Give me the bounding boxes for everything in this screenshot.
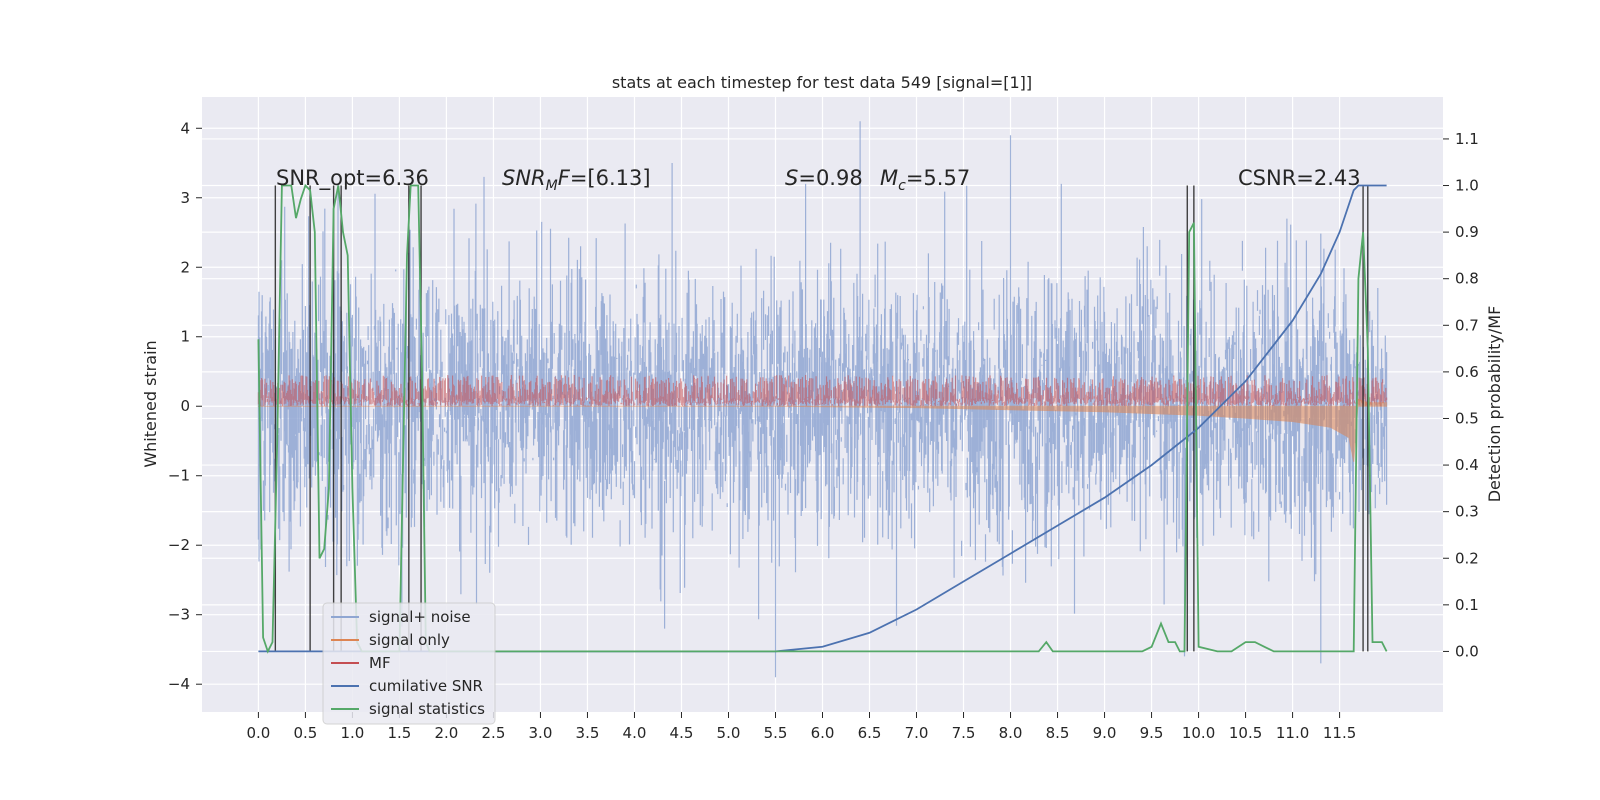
legend[interactable]: signal+ noise signal only MF cumilative SNR… <box>322 602 496 725</box>
y-left-tick-label: 4 <box>180 119 190 137</box>
x-tick-label: 10.0 <box>1182 724 1215 742</box>
detection-markers <box>274 185 1369 652</box>
x-tick-label: 7.0 <box>905 724 929 742</box>
y-right-tick-label: 0.7 <box>1455 316 1479 334</box>
annotation-s: S=0.98 <box>785 166 863 190</box>
x-tick-label: 6.5 <box>858 724 882 742</box>
x-tick-label: 9.5 <box>1140 724 1164 742</box>
x-tick-label: 2.0 <box>435 724 459 742</box>
y-left-tick-label: −3 <box>168 606 190 624</box>
x-tick-label: 11.0 <box>1276 724 1309 742</box>
mf-series <box>257 375 1388 407</box>
x-tick-label: 10.5 <box>1229 724 1262 742</box>
y-right-tick-label: 0.4 <box>1455 456 1479 474</box>
x-tick-label: 6.0 <box>811 724 835 742</box>
signal-only-trace <box>257 398 1388 462</box>
y-left-tick-label: 3 <box>180 189 190 207</box>
x-ticks: 0.0 0.5 1.0 1.5 2.0 2.5 3.0 3.5 4.0 4.5 5.0 5.5 6.0 6… <box>246 712 1356 742</box>
y-right-tick-label: 0.9 <box>1455 223 1479 241</box>
y-right-tick-label: 0.6 <box>1455 363 1479 381</box>
x-tick-label: 4.5 <box>670 724 694 742</box>
y-left-tick-label: −1 <box>168 467 190 485</box>
y-right-tick-label: 1.0 <box>1455 177 1479 195</box>
cumulative-snr-line <box>258 184 1387 653</box>
y-left-tick-label: 2 <box>180 258 190 276</box>
legend-box <box>322 602 496 725</box>
x-tick-label: 3.5 <box>576 724 600 742</box>
y-left-tick-label: −4 <box>168 675 190 693</box>
x-tick-label: 11.5 <box>1323 724 1356 742</box>
y-right-label: Detection probability/MF <box>1485 306 1504 503</box>
x-tick-label: 3.0 <box>529 724 553 742</box>
y-right-tick-label: 0.3 <box>1455 503 1479 521</box>
legend-label: MF <box>369 654 391 672</box>
x-tick-label: 1.0 <box>340 724 364 742</box>
x-tick-label: 2.5 <box>482 724 506 742</box>
y-left-ticks: 4 3 2 1 0 −1 −2 −3 −4 <box>168 119 202 693</box>
y-right-tick-label: 1.1 <box>1455 130 1479 148</box>
y-right-tick-label: 0.8 <box>1455 270 1479 288</box>
legend-label: cumilative SNR <box>369 677 483 695</box>
chart-title: stats at each timestep for test data 549… <box>612 73 1032 92</box>
y-right-tick-label: 0.0 <box>1455 642 1479 660</box>
y-left-tick-label: −2 <box>168 536 190 554</box>
x-tick-label: 0.0 <box>246 724 270 742</box>
annotation-csnr: CSNR=2.43 <box>1238 166 1361 190</box>
legend-label: signal only <box>369 631 450 649</box>
y-right-tick-label: 0.5 <box>1455 409 1479 427</box>
y-left-tick-label: 0 <box>180 397 190 415</box>
x-tick-label: 9.0 <box>1093 724 1117 742</box>
x-tick-label: 4.0 <box>623 724 647 742</box>
x-tick-label: 5.5 <box>764 724 788 742</box>
annotation-snr-mf: SNRMF=[6.13] <box>502 166 651 194</box>
y-left-tick-label: 1 <box>180 328 190 346</box>
legend-label: signal statistics <box>369 700 485 718</box>
x-tick-label: 8.0 <box>999 724 1023 742</box>
x-tick-label: 5.0 <box>717 724 741 742</box>
x-tick-label: 8.5 <box>1046 724 1070 742</box>
x-tick-label: 0.5 <box>293 724 317 742</box>
annotation-mc: Mc=5.57 <box>880 166 970 194</box>
y-right-tick-label: 0.1 <box>1455 596 1479 614</box>
y-right-ticks: 1.1 1.0 0.9 0.8 0.7 0.6 0.5 0.4 0.3 0.2 0.1 0.0 <box>1443 130 1479 660</box>
x-tick-label: 7.5 <box>952 724 976 742</box>
y-left-label: Whitened strain <box>141 340 160 467</box>
signal-only-series <box>257 398 1388 462</box>
annotation-snr-opt: SNR_opt=6.36 <box>276 166 429 191</box>
y-right-tick-label: 0.2 <box>1455 549 1479 567</box>
mf-trace <box>257 375 1388 407</box>
x-tick-label: 1.5 <box>388 724 412 742</box>
legend-label: signal+ noise <box>369 608 471 626</box>
